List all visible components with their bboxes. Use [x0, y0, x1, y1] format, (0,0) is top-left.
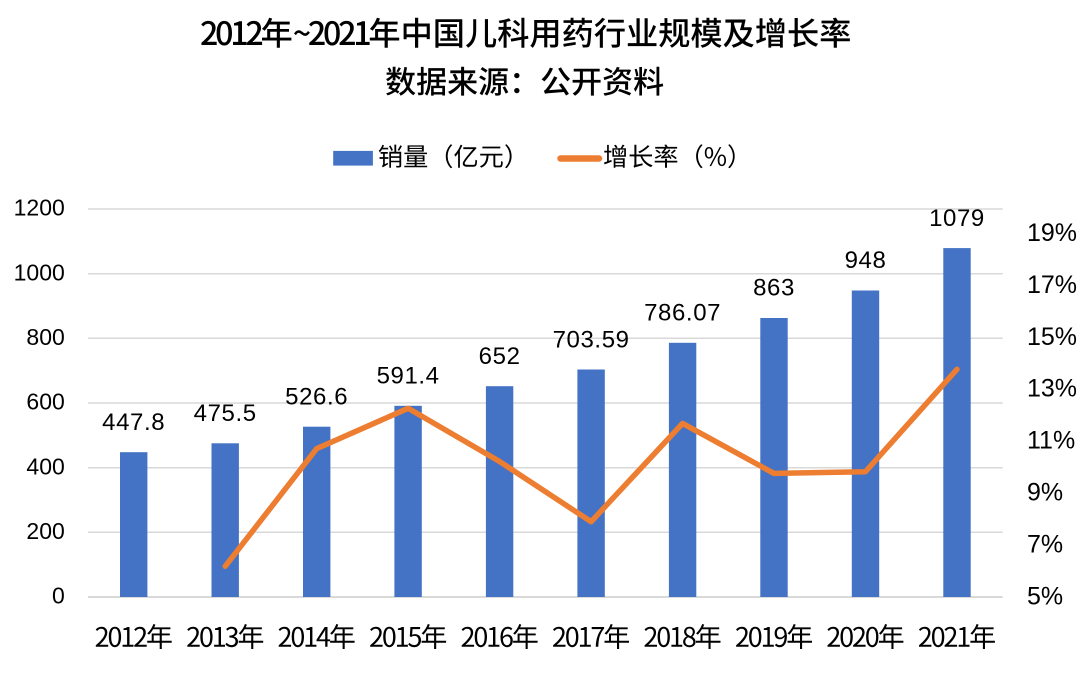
svg-text:11%: 11% — [1027, 427, 1075, 455]
svg-text:0: 0 — [52, 583, 65, 609]
svg-text:9%: 9% — [1027, 479, 1063, 507]
svg-text:526.6: 526.6 — [285, 384, 348, 411]
svg-text:863: 863 — [753, 275, 795, 302]
svg-text:591.4: 591.4 — [377, 363, 440, 390]
svg-text:948: 948 — [845, 247, 887, 274]
svg-text:786.07: 786.07 — [644, 300, 721, 327]
svg-text:600: 600 — [26, 389, 64, 415]
svg-text:703.59: 703.59 — [553, 326, 630, 353]
svg-text:1200: 1200 — [14, 195, 65, 221]
svg-text:800: 800 — [26, 324, 64, 350]
svg-text:17%: 17% — [1027, 271, 1077, 299]
svg-text:15%: 15% — [1027, 323, 1077, 351]
svg-text:13%: 13% — [1027, 375, 1077, 403]
svg-text:19%: 19% — [1027, 219, 1077, 247]
svg-text:400: 400 — [26, 453, 64, 479]
svg-text:5%: 5% — [1027, 582, 1063, 610]
svg-text:7%: 7% — [1027, 530, 1063, 558]
svg-text:1079: 1079 — [929, 205, 985, 232]
svg-text:475.5: 475.5 — [194, 400, 257, 427]
svg-text:1000: 1000 — [14, 259, 65, 285]
svg-text:200: 200 — [26, 518, 64, 544]
svg-text:447.8: 447.8 — [102, 409, 165, 436]
svg-text:652: 652 — [479, 343, 521, 370]
